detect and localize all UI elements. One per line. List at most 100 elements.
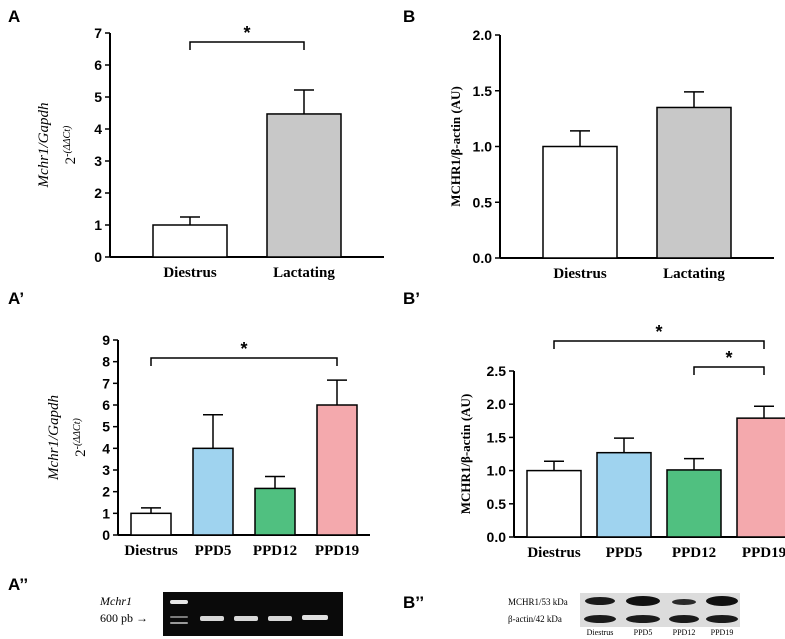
significance-bracket [553,340,765,349]
wb-band [626,615,660,623]
wb-lane-label: PPD12 [673,628,696,637]
bar [596,451,652,538]
y-tick-label: 2.0 [473,27,493,43]
x-tick-label: PPD19 [742,545,785,561]
chart-a: 0 1 2 3 4 5 6 7 Diestrus Lactating * Mchr1/Gapdh 2-(… [36,23,384,281]
y-axis-superscript: -(ΔΔCt) [62,125,73,157]
gel-ladder-band [170,622,188,624]
y-axis-label: MCHR1/β-actin (AU) [458,394,473,515]
gel-panel: Mchr1 600 pb → [99,592,343,636]
wb-band [672,599,696,605]
panel-label-b: B [403,7,415,26]
gel-band [234,616,258,621]
y-tick-label: 7 [102,375,110,391]
wb-lane-label: PPD5 [634,628,653,637]
panel-label-b-prime: B’ [403,289,420,308]
y-tick-label: 1 [102,505,110,521]
wb-band2-label: β-actin/42 kDa [508,614,562,624]
significance-star: * [725,348,732,368]
gel-ladder-band [170,600,188,604]
western-blot-panel: MCHR1/53 kDa β-actin/42 kDa Diestrus PPD… [508,593,740,637]
y-tick-label: 5 [94,89,102,105]
significance-star: * [243,23,250,43]
y-tick-label: 2.5 [487,363,507,379]
y-tick-label: 9 [102,332,110,348]
y-tick-label: 4 [102,440,110,456]
y-axis-label: Mchr1/Gapdh [36,103,52,189]
bar [526,469,582,538]
y-tick-label: 1.5 [473,83,493,99]
y-tick-label: 0.5 [487,496,507,512]
chart-a-prime: 0 1 2 3 4 5 6 7 8 9 Diestrus PPD5 PPD12 PPD19 * Mchr1/G… [46,332,370,559]
significance-bracket [693,366,765,375]
wb-band [584,615,616,623]
bar [666,469,722,538]
y-tick-label: 6 [94,57,102,73]
wb-band1-label: MCHR1/53 kDa [508,597,568,607]
y-tick-label: 1.5 [487,429,507,445]
y-axis-label: MCHR1/β-actin (AU) [448,86,463,207]
y-tick-label: 3 [102,462,110,478]
bar [192,447,234,536]
x-tick-label: Lactating [663,266,725,282]
bar [542,145,618,259]
y-tick-label: 2.0 [487,396,507,412]
gel-band [268,616,292,621]
y-tick-label: 1.0 [473,139,493,155]
x-tick-label: PPD5 [195,543,232,559]
y-axis-superscript: -(ΔΔCt) [72,417,83,449]
significance-star: * [240,339,247,359]
y-tick-label: 0.5 [473,194,493,210]
y-tick-label: 3 [94,153,102,169]
chart-b: 0.0 0.5 1.0 1.5 2.0 Diestrus Lactating MCHR1/β-… [448,27,774,282]
panel-label-a-double-prime: A’’ [8,575,28,594]
y-tick-label: 0.0 [473,250,493,266]
wb-band [585,597,615,605]
x-tick-label: Diestrus [163,265,216,281]
bar [266,113,342,258]
panel-label-b-double-prime: B’’ [403,593,424,612]
x-tick-label: PPD19 [315,543,359,559]
significance-star: * [655,322,662,342]
x-tick-label: Diestrus [527,545,580,561]
panel-label-a-prime: A’ [8,289,24,308]
y-tick-label: 0 [102,527,110,543]
y-tick-label: 1.0 [487,463,507,479]
y-tick-label: 5 [102,419,110,435]
gel-band [302,615,328,620]
y-tick-label: 1 [94,217,102,233]
y-axis-label: Mchr1/Gapdh [46,395,62,481]
y-tick-label: 8 [102,354,110,370]
y-tick-label: 4 [94,121,102,137]
x-tick-label: PPD5 [606,545,643,561]
wb-lane-label: PPD19 [711,628,734,637]
bar [130,512,172,536]
gel-ladder-band [170,616,188,618]
bar [656,106,732,259]
gel-band [200,616,224,621]
bar [254,487,296,536]
x-tick-label: Diestrus [553,266,606,282]
gel-size-label: 600 pb → [100,611,148,625]
gel-gene-label: Mchr1 [99,594,132,608]
x-tick-label: PPD12 [672,545,716,561]
x-tick-label: Diestrus [124,543,177,559]
panel-label-a: A [8,7,20,26]
y-tick-label: 6 [102,397,110,413]
y-tick-label: 7 [94,25,102,41]
x-tick-label: Lactating [273,265,335,281]
bar [316,404,358,536]
y-tick-label: 0.0 [487,529,507,545]
bar [152,224,228,258]
bar [736,417,785,538]
wb-band [669,615,699,623]
y-tick-label: 2 [102,484,110,500]
wb-band [706,596,738,606]
wb-lane-label: Diestrus [587,628,614,637]
y-tick-label: 2 [94,185,102,201]
significance-bracket [189,41,305,50]
y-axis-sublabel: 2-(ΔΔCt) [62,125,79,164]
y-axis-sublabel: 2-(ΔΔCt) [72,417,89,456]
wb-band [626,596,660,606]
